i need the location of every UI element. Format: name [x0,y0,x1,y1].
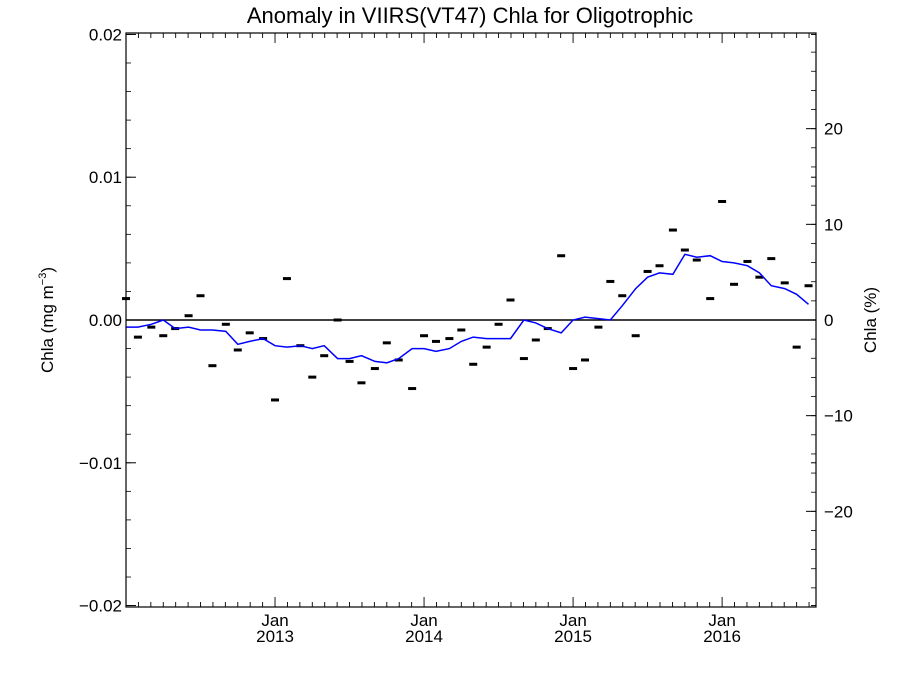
data-point [792,345,801,349]
data-point [557,254,566,258]
data-point [569,367,578,371]
data-point [233,348,242,352]
data-point [469,362,478,366]
data-point [394,358,403,362]
data-point [320,354,329,358]
data-point [457,328,466,332]
y-tick-label-right: 0 [824,311,833,330]
y-tick-label-left: 0.02 [89,25,122,44]
x-tick-label-year: 2015 [554,627,592,646]
data-point [245,331,254,335]
plot-frame [125,32,817,608]
data-point [706,297,715,301]
data-point [743,259,752,263]
data-point [767,257,776,261]
data-point [581,358,590,362]
data-point [655,264,664,268]
y-tick-label-right: −20 [824,502,853,521]
series-line [126,253,809,364]
data-point [606,279,615,283]
data-point [333,318,342,322]
data-point [718,199,727,203]
x-tick-label-year: 2013 [256,627,294,646]
data-point [345,359,354,363]
y-tick-label-right: 20 [824,120,843,139]
data-point [208,364,217,368]
data-point [184,314,193,318]
x-tick-label-month: Jan [410,611,437,630]
data-point [357,381,366,385]
y-tick-label-left: 0.01 [89,168,122,187]
data-point [692,258,701,262]
chart-title: Anomaly in VIIRS(VT47) Chla for Oligotro… [247,3,693,28]
y-tick-label-left: −0.01 [79,454,122,473]
y-tick-label-left: 0.00 [89,311,122,330]
x-tick-label-year: 2016 [703,627,741,646]
data-point [445,337,454,341]
data-point [431,339,440,343]
data-point [631,334,640,338]
data-point [420,334,429,338]
y-axis-label-left: Chla (mg m−3) [37,267,57,373]
data-point [370,367,379,371]
data-point [618,294,627,298]
data-point [519,357,528,361]
data-point [308,375,317,379]
data-point [668,228,677,232]
data-point [643,269,652,273]
data-point [408,387,417,391]
data-point [133,335,142,339]
data-point [482,345,491,349]
data-point [594,325,603,329]
x-tick-label-year: 2014 [405,627,443,646]
data-point [147,325,156,329]
data-point [382,341,391,345]
data-point [221,322,230,326]
data-point [755,275,764,279]
data-point [804,284,813,288]
y-tick-label-right: 10 [824,215,843,234]
data-point [531,338,540,342]
data-point [780,281,789,285]
data-point [159,334,168,338]
data-point [282,277,291,281]
data-point [506,298,515,302]
x-tick-label-month: Jan [261,611,288,630]
data-point [271,398,280,402]
x-tick-label-month: Jan [708,611,735,630]
x-tick-label-month: Jan [559,611,586,630]
data-point [196,294,205,298]
y-tick-label-right: −10 [824,407,853,426]
data-point [494,322,503,326]
y-tick-label-left: −0.02 [79,597,122,616]
data-point [680,248,689,252]
data-point [730,282,739,286]
y-axis-label-right: Chla (%) [861,287,880,353]
